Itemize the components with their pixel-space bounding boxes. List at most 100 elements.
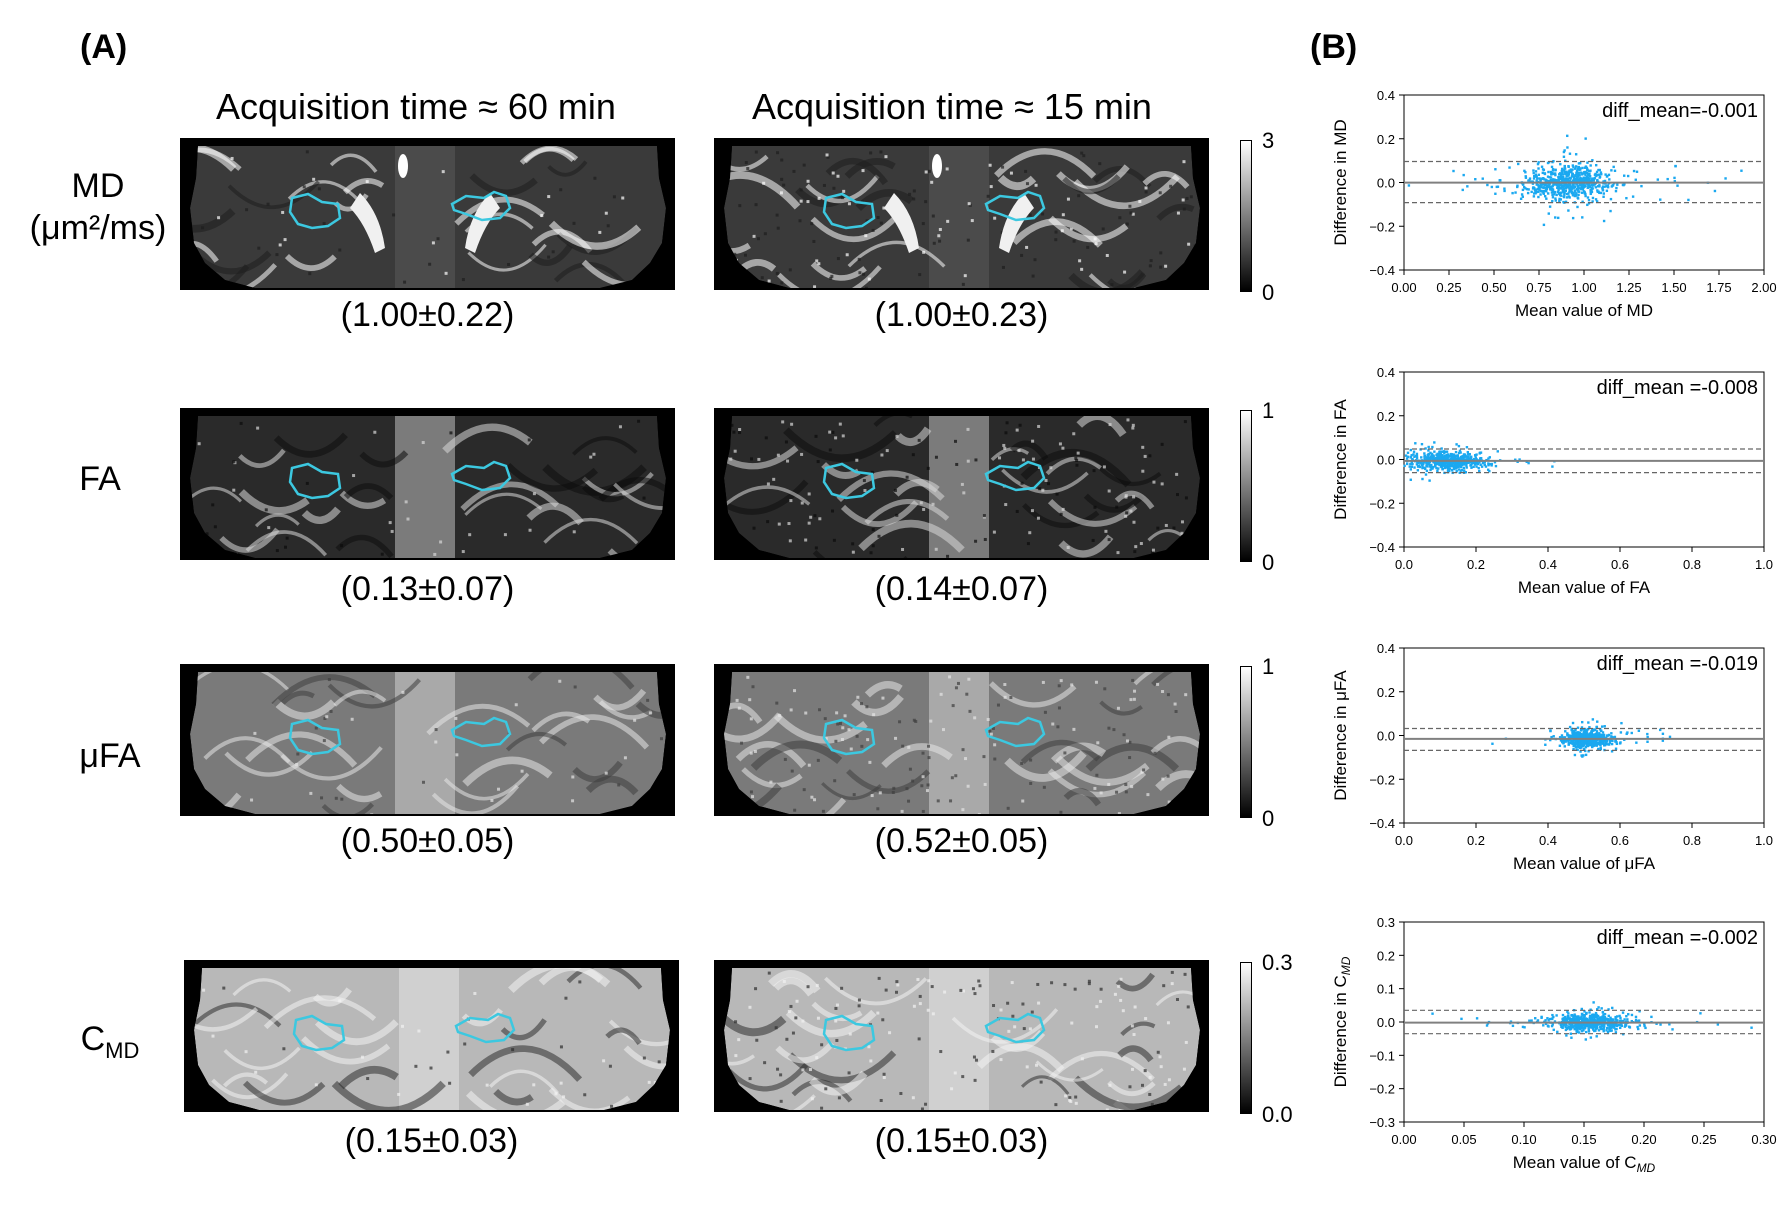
data-point xyxy=(1560,734,1564,737)
data-point xyxy=(1494,168,1497,171)
data-point xyxy=(1403,464,1406,468)
data-point xyxy=(1627,1013,1630,1016)
data-point xyxy=(1567,741,1571,745)
data-point xyxy=(1601,1011,1605,1014)
data-point xyxy=(1630,1019,1634,1023)
data-point xyxy=(1635,1020,1639,1023)
data-point xyxy=(1564,189,1568,192)
data-point xyxy=(1614,1015,1617,1019)
data-point xyxy=(1423,452,1426,455)
data-point xyxy=(1405,457,1409,460)
data-point xyxy=(1478,461,1481,464)
data-point xyxy=(1590,183,1593,187)
data-point xyxy=(1547,170,1550,174)
x-tick-label: 0.10 xyxy=(1511,1132,1536,1147)
data-point xyxy=(1415,454,1419,458)
data-point xyxy=(1584,170,1587,174)
data-point xyxy=(1414,442,1417,445)
data-point xyxy=(1511,191,1514,195)
fa-stat-60min: (0.13±0.07) xyxy=(340,570,515,608)
data-point xyxy=(1552,1015,1555,1019)
data-point xyxy=(1562,187,1566,190)
row-label-cmd: CMD xyxy=(40,1018,180,1072)
data-point xyxy=(1598,191,1601,195)
roi-outline-left xyxy=(822,462,876,500)
diff-mean-label: diff_mean=-0.001 xyxy=(1602,100,1758,122)
data-point xyxy=(1437,455,1440,459)
data-point xyxy=(1444,464,1447,468)
data-point xyxy=(1596,189,1599,192)
data-point xyxy=(1570,739,1573,743)
data-point xyxy=(1536,190,1540,193)
data-point xyxy=(1570,1023,1573,1026)
data-point xyxy=(1461,462,1464,465)
data-point xyxy=(1563,193,1566,197)
data-point xyxy=(1405,462,1409,466)
data-point xyxy=(1632,169,1636,173)
data-point xyxy=(1547,180,1551,183)
x-tick-label: 0.8 xyxy=(1683,833,1701,848)
data-point xyxy=(1581,728,1584,731)
data-point xyxy=(1445,454,1448,457)
data-point xyxy=(1540,165,1544,168)
data-point xyxy=(1572,165,1575,169)
data-point xyxy=(1630,731,1633,735)
data-point xyxy=(1634,1020,1638,1023)
data-point xyxy=(1465,446,1469,449)
data-point xyxy=(1579,735,1583,738)
data-point xyxy=(1543,172,1547,175)
data-point xyxy=(1580,191,1584,194)
data-point xyxy=(1588,744,1591,747)
data-point xyxy=(1569,1032,1573,1035)
data-point xyxy=(1580,184,1584,188)
x-tick-label: 0.30 xyxy=(1751,1132,1776,1147)
data-point xyxy=(1564,178,1567,182)
data-point xyxy=(1532,171,1535,175)
data-point xyxy=(1614,747,1618,750)
data-point xyxy=(1571,1014,1575,1017)
y-axis-label: Difference in μFA xyxy=(1331,670,1350,801)
data-point xyxy=(1608,178,1611,181)
data-point xyxy=(1674,164,1677,168)
cmd-map-15min xyxy=(714,960,1209,1112)
data-point xyxy=(1583,727,1587,731)
data-point xyxy=(1478,451,1482,454)
data-point xyxy=(1573,753,1577,757)
data-point xyxy=(1436,461,1439,464)
data-point xyxy=(1591,200,1594,203)
data-point xyxy=(1601,185,1605,188)
data-point xyxy=(1550,735,1553,739)
data-point xyxy=(1557,216,1560,220)
data-point xyxy=(1616,183,1619,186)
data-point xyxy=(1574,742,1578,745)
data-point xyxy=(1429,464,1432,467)
data-point xyxy=(1550,179,1553,182)
y-tick-label: 0.2 xyxy=(1377,409,1395,424)
data-point xyxy=(1557,182,1560,186)
data-point xyxy=(1590,190,1594,194)
data-point xyxy=(1589,164,1592,167)
data-point xyxy=(1584,736,1588,739)
data-point xyxy=(1565,1023,1568,1026)
md-colorbar xyxy=(1240,140,1252,292)
data-point xyxy=(1580,1007,1584,1011)
data-point xyxy=(1487,457,1490,460)
data-point xyxy=(1599,1020,1602,1023)
data-point xyxy=(1540,190,1543,193)
data-point xyxy=(1438,450,1441,454)
data-point xyxy=(1634,1015,1638,1019)
data-point xyxy=(1610,1029,1613,1032)
data-point xyxy=(1535,179,1538,182)
data-point xyxy=(1571,187,1574,190)
data-point xyxy=(1575,1027,1578,1031)
data-point xyxy=(1603,179,1607,183)
data-point xyxy=(1569,1027,1572,1031)
data-point xyxy=(1428,479,1431,482)
md-stat-15min: (1.00±0.23) xyxy=(874,296,1049,334)
y-tick-label: −0.3 xyxy=(1369,1115,1395,1130)
data-point xyxy=(1443,454,1447,457)
data-point xyxy=(1634,1018,1638,1022)
data-point xyxy=(1467,461,1470,464)
data-point xyxy=(1571,730,1574,734)
data-point xyxy=(1572,739,1576,742)
